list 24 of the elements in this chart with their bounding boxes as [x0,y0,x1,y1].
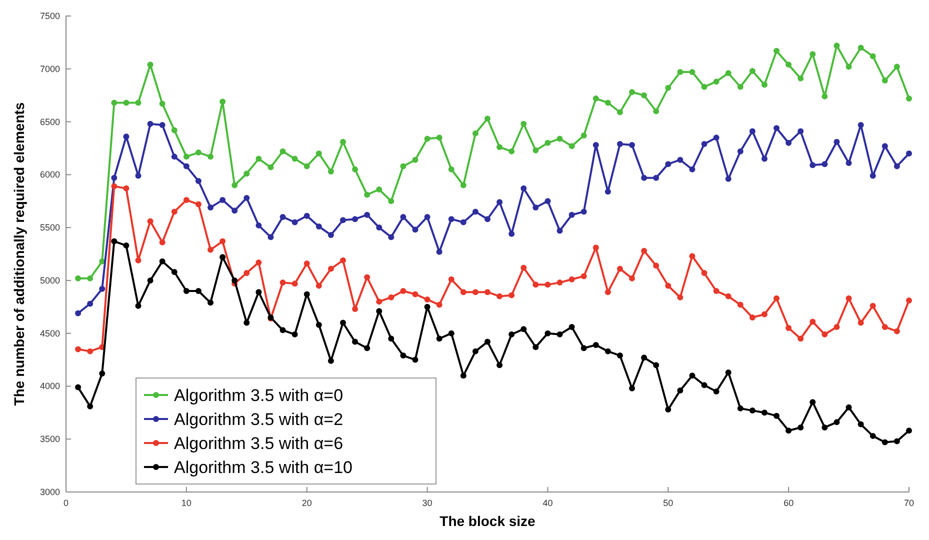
y-axis-title: The number of additionally required elements [11,102,27,406]
x-tick-label: 10 [181,498,192,508]
y-tick-label: 5500 [40,222,60,233]
y-tick-label: 7000 [40,64,60,74]
y-tick-label: 3000 [40,487,60,497]
y-tick-label: 3500 [40,434,60,444]
x-tick-label: 50 [663,498,674,508]
y-tick-label: 4500 [40,328,60,338]
x-tick-label: 30 [422,498,432,508]
legend-label: Algorithm 3.5 with α=10 [174,458,352,477]
y-tick-label: 6000 [40,170,60,180]
y-tick-label: 4000 [40,381,60,392]
x-axis-title: The block size [440,513,536,529]
x-tick-label: 0 [63,498,69,508]
y-tick-label: 5000 [40,275,60,286]
legend-label: Algorithm 3.5 with α=0 [174,386,344,405]
legend-label: Algorithm 3.5 with α=6 [174,434,344,453]
y-tick-label: 6500 [40,116,60,127]
y-tick-label: 7500 [40,11,60,21]
x-tick-label: 20 [302,498,312,508]
x-tick-label: 60 [784,498,794,508]
x-tick-label: 40 [542,498,553,508]
legend-label: Algorithm 3.5 with α=2 [174,410,344,429]
x-tick-label: 70 [904,498,914,508]
